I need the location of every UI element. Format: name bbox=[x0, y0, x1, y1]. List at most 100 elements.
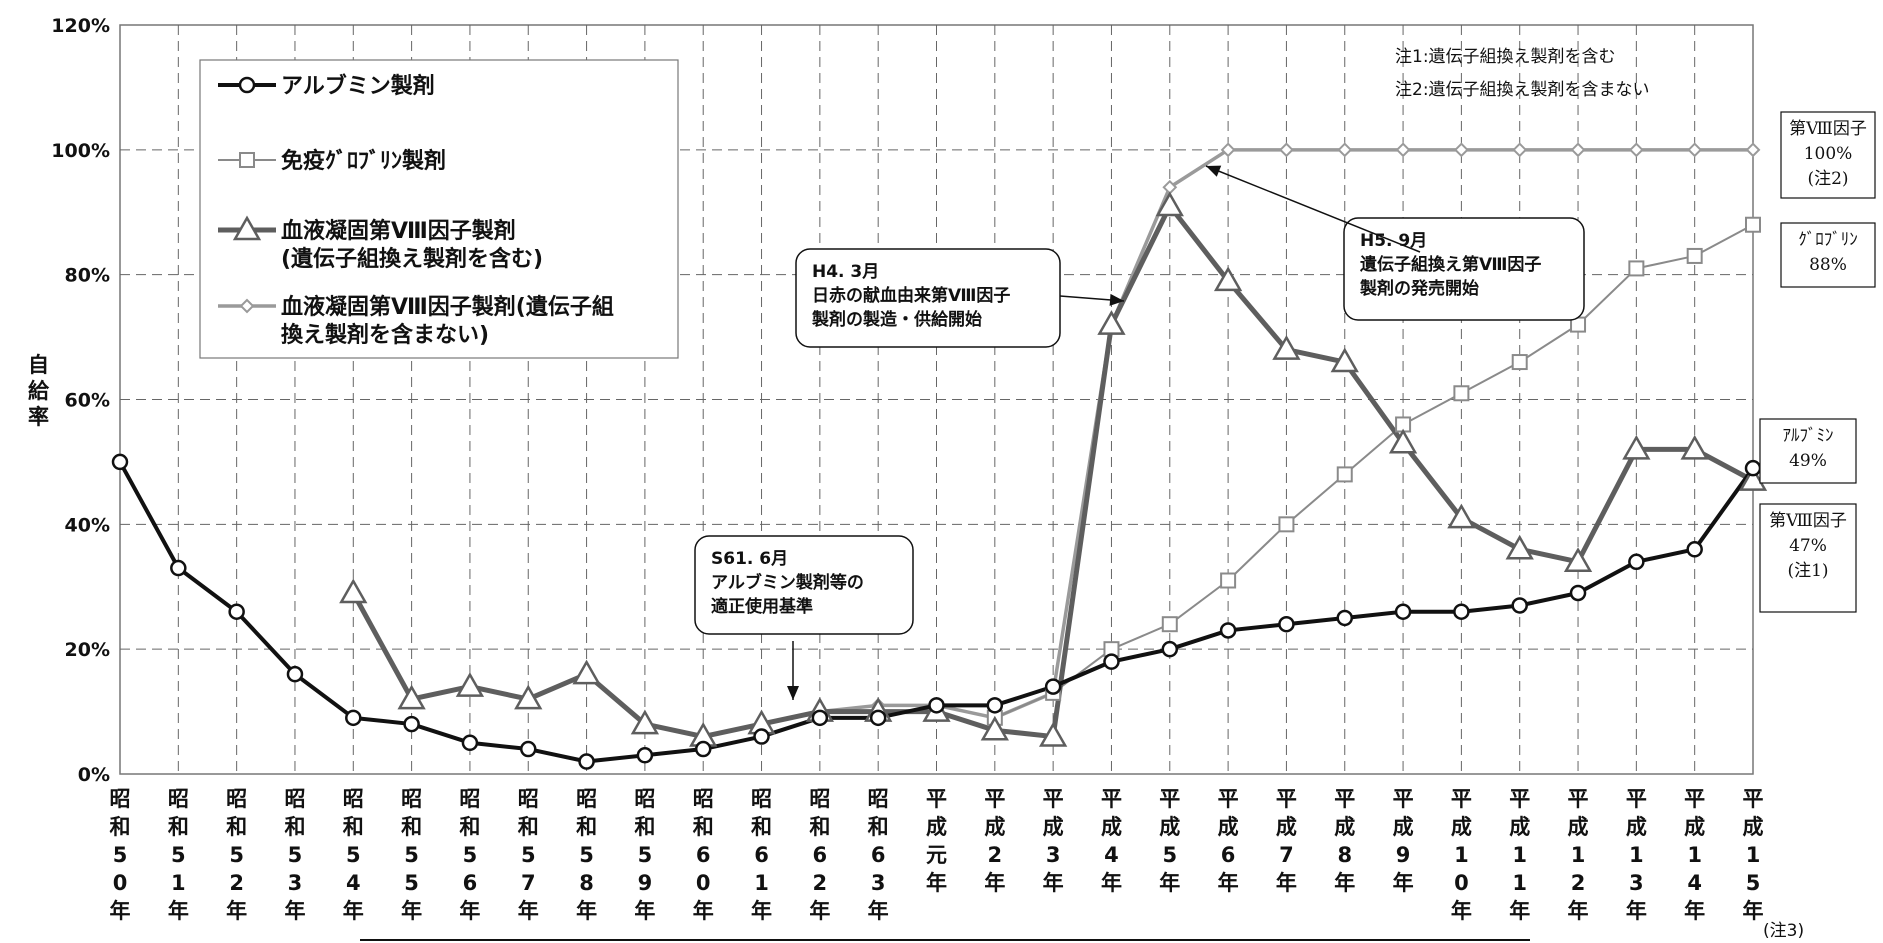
x-tick-label: 5 bbox=[113, 843, 128, 867]
x-tick-label: 平 bbox=[926, 787, 947, 811]
series-1-point bbox=[1278, 516, 1295, 533]
x-tick-label: 年 bbox=[343, 899, 364, 923]
series-1-point bbox=[1745, 216, 1761, 233]
x-tick-label: 昭 bbox=[226, 787, 247, 811]
x-tick-label: 年 bbox=[1684, 899, 1705, 923]
series-0-point bbox=[1044, 678, 1062, 695]
x-tick-label: 平 bbox=[1743, 787, 1764, 811]
legend-label-1: 免疫ｸﾞﾛﾌﾞﾘﾝ製剤 bbox=[281, 148, 446, 174]
annotation-text-h5: 遺伝子組換え第Ⅷ因子 bbox=[1360, 254, 1541, 275]
legend-label-3: 血液凝固第Ⅷ因子製剤(遺伝子組 bbox=[281, 294, 614, 320]
series-0-point bbox=[1394, 603, 1412, 620]
x-tick-label: 2 bbox=[988, 843, 1003, 867]
note-2: 注2:遺伝子組換え製剤を含まない bbox=[1395, 80, 1650, 100]
series-3-point bbox=[1453, 142, 1469, 158]
x-tick-label: 年 bbox=[1626, 899, 1647, 923]
end-label-text-glob: ｸﾞﾛﾌﾞﾘﾝ bbox=[1798, 230, 1858, 250]
series-2-point bbox=[455, 672, 485, 697]
x-tick-label: 2 bbox=[813, 871, 828, 895]
series-2-point bbox=[514, 684, 543, 710]
series-line-1 bbox=[994, 223, 1754, 719]
x-tick-label: 和 bbox=[226, 815, 247, 839]
annotation-text-s61: 適正使用基準 bbox=[711, 596, 813, 617]
series-2-point bbox=[1680, 434, 1709, 460]
x-tick-label: 年 bbox=[984, 871, 1005, 895]
x-tick-label: 4 bbox=[346, 871, 361, 895]
x-tick-label: 平 bbox=[1276, 787, 1297, 811]
x-tick-label: 0 bbox=[1454, 871, 1469, 895]
series-0-point bbox=[694, 740, 712, 758]
series-1-point bbox=[1220, 572, 1237, 589]
series-0-point bbox=[869, 709, 887, 727]
x-tick-label: 7 bbox=[521, 871, 536, 895]
series-3-point bbox=[1687, 142, 1703, 158]
x-tick-label: 年 bbox=[751, 899, 772, 923]
y-axis-label: 給 bbox=[28, 379, 50, 403]
x-tick-label: 平 bbox=[1451, 787, 1472, 811]
series-0-point bbox=[986, 697, 1004, 714]
x-tick-label: 5 bbox=[463, 843, 478, 867]
series-2-point bbox=[1272, 335, 1301, 360]
x-tick-label: 昭 bbox=[343, 787, 364, 811]
series-1-point bbox=[1453, 385, 1470, 402]
end-label-text-glob: 88% bbox=[1809, 255, 1847, 275]
x-tick-label: 成 bbox=[1276, 815, 1297, 839]
end-label-text-alb: 49% bbox=[1789, 451, 1827, 471]
series-3-point bbox=[1337, 142, 1353, 158]
annotation-h4 bbox=[795, 248, 1061, 348]
series-3-point bbox=[1628, 142, 1644, 158]
x-tick-label: 年 bbox=[634, 899, 655, 923]
series-2-point bbox=[980, 715, 1009, 741]
series-2-point bbox=[1038, 722, 1068, 747]
annotation-arrow-h5 bbox=[1205, 165, 1421, 253]
x-tick-label: 成 bbox=[1159, 815, 1180, 839]
x-tick-label: 8 bbox=[579, 871, 594, 895]
x-tick-label: 年 bbox=[168, 899, 189, 923]
annotation-text-s61: S61. 6月 bbox=[711, 549, 788, 569]
annotation-s61 bbox=[694, 535, 914, 635]
series-2-point bbox=[630, 709, 660, 735]
legend-label-2: (遺伝子組換え製剤を含む) bbox=[281, 246, 543, 272]
x-tick-label: 平 bbox=[1043, 787, 1064, 811]
end-label-f8-in bbox=[1759, 503, 1857, 613]
x-tick-label: 昭 bbox=[284, 787, 305, 811]
x-tick-label: 2 bbox=[1571, 871, 1586, 895]
series-0-point bbox=[170, 559, 187, 577]
x-tick-label: 和 bbox=[343, 815, 364, 839]
x-tick-label: 和 bbox=[634, 815, 655, 839]
y-axis-label: 率 bbox=[28, 405, 49, 429]
x-tick-label: 6 bbox=[696, 843, 711, 867]
y-tick-label: 60% bbox=[65, 390, 110, 412]
x-tick-label: 平 bbox=[1626, 787, 1647, 811]
x-tick-label: 1 bbox=[1512, 871, 1527, 895]
end-label-alb bbox=[1759, 418, 1857, 484]
x-tick-label: 昭 bbox=[401, 787, 422, 811]
legend-label-0: アルブミン製剤 bbox=[281, 73, 435, 99]
series-0-point bbox=[1569, 584, 1587, 602]
x-tick-label: 1 bbox=[1629, 843, 1644, 867]
x-tick-label: 年 bbox=[693, 899, 714, 923]
legend-marker bbox=[238, 76, 256, 94]
series-0-point bbox=[811, 709, 829, 727]
series-3-point bbox=[1512, 142, 1528, 158]
series-1-point bbox=[1628, 260, 1645, 277]
series-0-point bbox=[111, 453, 129, 471]
x-tick-label: 5 bbox=[404, 843, 419, 867]
x-tick-label: 1 bbox=[1687, 843, 1702, 867]
x-tick-label: 3 bbox=[1629, 871, 1644, 895]
x-tick-label: 5 bbox=[1746, 871, 1761, 895]
x-tick-label: 年 bbox=[1276, 871, 1297, 895]
x-tick-label: 5 bbox=[638, 843, 653, 867]
x-tick-label: 年 bbox=[1334, 871, 1355, 895]
x-tick-label: 8 bbox=[1337, 843, 1352, 867]
series-1-point bbox=[1686, 247, 1703, 264]
x-tick-label: 2 bbox=[229, 871, 244, 895]
x-tick-label: 1 bbox=[171, 871, 186, 895]
series-2-point bbox=[572, 659, 601, 685]
x-tick-label: 昭 bbox=[459, 787, 480, 811]
x-tick-label: 1 bbox=[1512, 843, 1527, 867]
end-label-text-f8-in: 第Ⅷ因子 bbox=[1769, 511, 1847, 531]
series-2-point bbox=[1330, 347, 1359, 373]
x-tick-label: 年 bbox=[110, 899, 131, 923]
